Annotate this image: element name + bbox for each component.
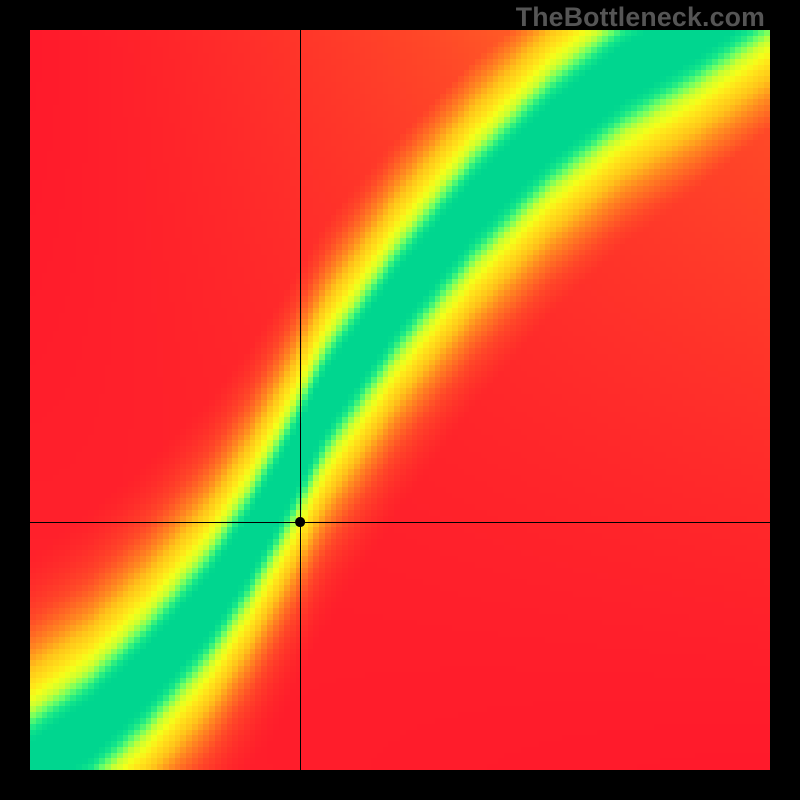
outer-frame [0, 0, 800, 800]
crosshair-overlay [0, 0, 800, 800]
watermark-text: TheBottleneck.com [516, 2, 765, 33]
chart-container: TheBottleneck.com [0, 0, 800, 800]
